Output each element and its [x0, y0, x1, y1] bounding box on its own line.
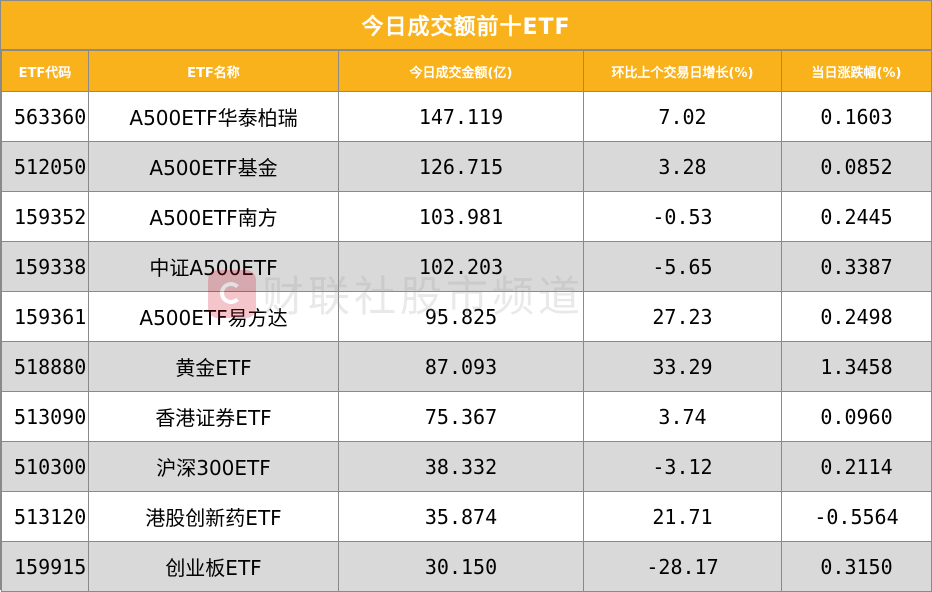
- turnover-cell: 126.715: [338, 141, 584, 192]
- header-etf-name: ETF名称: [88, 50, 339, 92]
- etf-name-cell: 香港证券ETF: [88, 391, 339, 442]
- growth-cell: -28.17: [583, 541, 782, 592]
- etf-code-cell: 513090: [1, 391, 89, 442]
- etf-name-cell: 创业板ETF: [88, 541, 339, 592]
- etf-code-cell: 518880: [1, 341, 89, 392]
- etf-code-cell: 563360: [1, 91, 89, 142]
- etf-code-cell: 159361: [1, 291, 89, 342]
- growth-cell: 3.74: [583, 391, 782, 442]
- etf-code-cell: 510300: [1, 441, 89, 492]
- turnover-cell: 30.150: [338, 541, 584, 592]
- etf-name-cell: 中证A500ETF: [88, 241, 339, 292]
- turnover-cell: 35.874: [338, 491, 584, 542]
- header-turnover: 今日成交金额(亿): [338, 50, 584, 92]
- daily-change-cell: 0.2114: [781, 441, 932, 492]
- daily-change-cell: 0.3150: [781, 541, 932, 592]
- etf-code-cell: 513120: [1, 491, 89, 542]
- turnover-cell: 147.119: [338, 91, 584, 142]
- etf-code-cell: 159338: [1, 241, 89, 292]
- header-row: ETF代码 ETF名称 今日成交金额(亿) 环比上个交易日增长(%) 当日涨跌幅…: [1, 50, 932, 92]
- etf-name-cell: A500ETF华泰柏瑞: [88, 91, 339, 142]
- daily-change-cell: -0.5564: [781, 491, 932, 542]
- turnover-cell: 38.332: [338, 441, 584, 492]
- etf-table: ETF代码 ETF名称 今日成交金额(亿) 环比上个交易日增长(%) 当日涨跌幅…: [1, 50, 932, 592]
- table-row: 512050 A500ETF基金 126.715 3.28 0.0852: [1, 141, 932, 192]
- growth-cell: 3.28: [583, 141, 782, 192]
- table-row: 159361 A500ETF易方达 95.825 27.23 0.2498: [1, 291, 932, 342]
- table-title: 今日成交额前十ETF: [1, 1, 931, 50]
- table-row: 563360 A500ETF华泰柏瑞 147.119 7.02 0.1603: [1, 91, 932, 142]
- table-row: 159352 A500ETF南方 103.981 -0.53 0.2445: [1, 191, 932, 242]
- etf-code-cell: 159352: [1, 191, 89, 242]
- growth-cell: 7.02: [583, 91, 782, 142]
- growth-cell: -5.65: [583, 241, 782, 292]
- etf-code-cell: 512050: [1, 141, 89, 192]
- table-row: 510300 沪深300ETF 38.332 -3.12 0.2114: [1, 441, 932, 492]
- growth-cell: 27.23: [583, 291, 782, 342]
- turnover-cell: 95.825: [338, 291, 584, 342]
- etf-name-cell: 沪深300ETF: [88, 441, 339, 492]
- daily-change-cell: 0.2445: [781, 191, 932, 242]
- table-row: 159915 创业板ETF 30.150 -28.17 0.3150: [1, 541, 932, 592]
- daily-change-cell: 0.3387: [781, 241, 932, 292]
- table-row: 159338 中证A500ETF 102.203 -5.65 0.3387: [1, 241, 932, 292]
- daily-change-cell: 0.0852: [781, 141, 932, 192]
- header-etf-code: ETF代码: [1, 50, 89, 92]
- turnover-cell: 75.367: [338, 391, 584, 442]
- table-row: 518880 黄金ETF 87.093 33.29 1.3458: [1, 341, 932, 392]
- etf-name-cell: A500ETF易方达: [88, 291, 339, 342]
- turnover-cell: 102.203: [338, 241, 584, 292]
- table-row: 513120 港股创新药ETF 35.874 21.71 -0.5564: [1, 491, 932, 542]
- growth-cell: -3.12: [583, 441, 782, 492]
- etf-name-cell: A500ETF南方: [88, 191, 339, 242]
- header-growth: 环比上个交易日增长(%): [583, 50, 782, 92]
- etf-name-cell: A500ETF基金: [88, 141, 339, 192]
- etf-name-cell: 黄金ETF: [88, 341, 339, 392]
- daily-change-cell: 0.2498: [781, 291, 932, 342]
- growth-cell: 21.71: [583, 491, 782, 542]
- daily-change-cell: 0.1603: [781, 91, 932, 142]
- growth-cell: 33.29: [583, 341, 782, 392]
- daily-change-cell: 0.0960: [781, 391, 932, 442]
- turnover-cell: 103.981: [338, 191, 584, 242]
- table-row: 513090 香港证券ETF 75.367 3.74 0.0960: [1, 391, 932, 442]
- daily-change-cell: 1.3458: [781, 341, 932, 392]
- turnover-cell: 87.093: [338, 341, 584, 392]
- growth-cell: -0.53: [583, 191, 782, 242]
- header-daily-change: 当日涨跌幅(%): [781, 50, 932, 92]
- etf-code-cell: 159915: [1, 541, 89, 592]
- etf-name-cell: 港股创新药ETF: [88, 491, 339, 542]
